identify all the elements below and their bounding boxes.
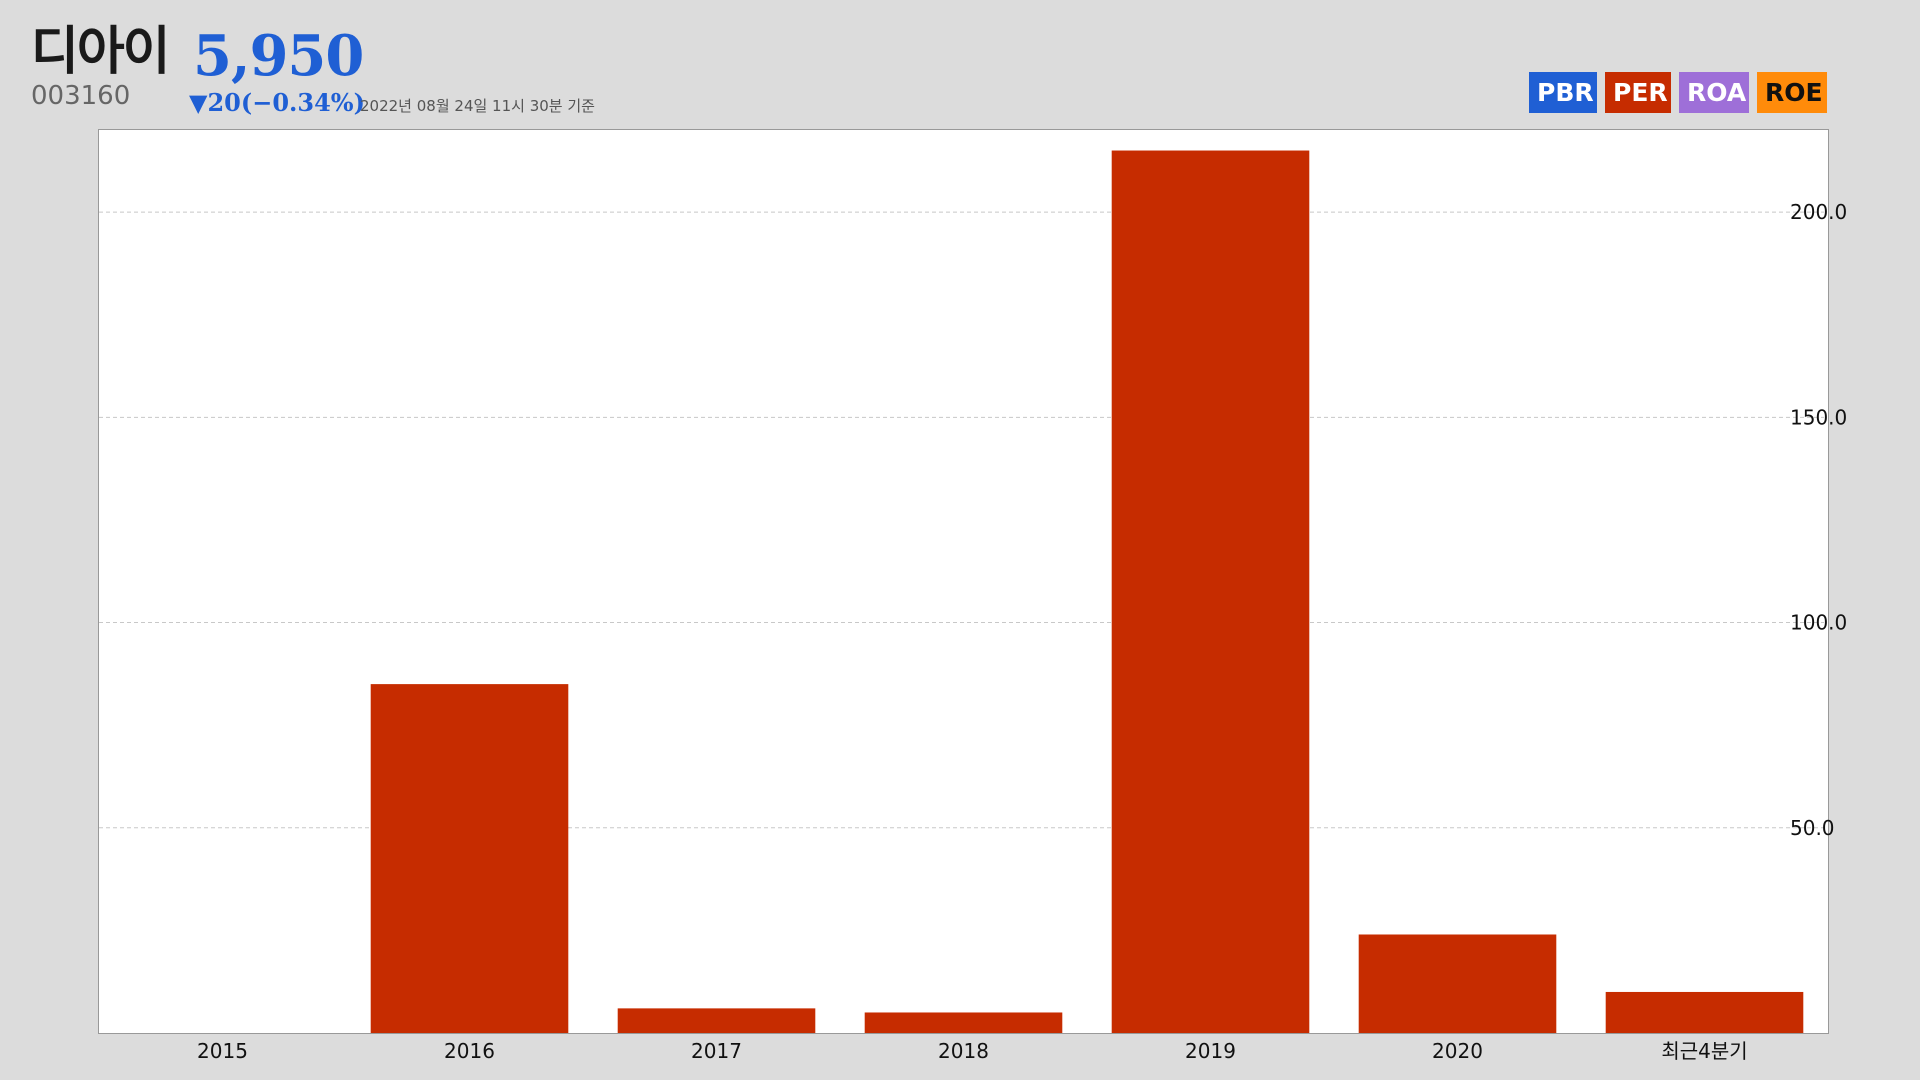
stock-price: 5,950 [193,23,364,89]
bars [370,150,1804,1034]
stock-code: 003160 [31,81,131,111]
y-axis-ticks: 50.0 100.0 150.0 200.0 [1790,200,1847,840]
x-axis-ticks: 2015 2016 2017 2018 2019 2020 최근4분기 [197,1039,1748,1063]
metric-tabs: PBR PER ROA ROE [1529,72,1827,113]
grid-lines [99,211,1824,829]
bar[interactable] [1605,991,1804,1033]
x-tick-label: 최근4분기 [1661,1039,1747,1063]
tab-pbr[interactable]: PBR [1529,72,1597,113]
tab-per[interactable]: PER [1605,72,1671,113]
x-tick-label: 2020 [1432,1039,1483,1063]
y-tick-label: 100.0 [1790,611,1847,635]
tab-roa[interactable]: ROA [1679,72,1749,113]
reference-datetime: 2022년 08월 24일 11시 30분 기준 [360,97,595,115]
bar[interactable] [1111,150,1310,1034]
y-tick-label: 200.0 [1790,200,1847,224]
bar[interactable] [864,1012,1063,1033]
bar[interactable] [617,1008,816,1033]
bar[interactable] [370,684,569,1033]
tab-roe[interactable]: ROE [1757,72,1827,113]
x-tick-label: 2018 [938,1039,989,1063]
x-tick-label: 2017 [691,1039,742,1063]
bar[interactable] [1358,934,1557,1033]
x-tick-label: 2015 [197,1039,248,1063]
x-tick-label: 2019 [1185,1039,1236,1063]
x-tick-label: 2016 [444,1039,495,1063]
price-change: ▼20(−0.34%) [189,88,365,117]
y-tick-label: 150.0 [1790,405,1847,429]
y-tick-label: 50.0 [1790,816,1835,840]
stock-name: 디아이 [31,22,171,82]
